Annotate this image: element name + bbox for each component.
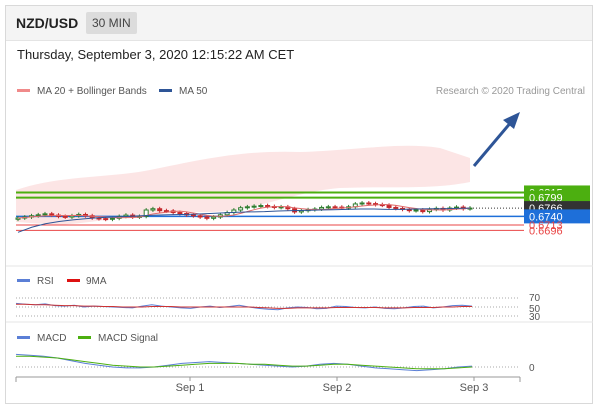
price-candle (386, 204, 392, 208)
price-level-box (524, 190, 590, 205)
legend-swatch (159, 89, 172, 92)
time-axis-label: Sep 2 (323, 382, 352, 394)
macd-legend-label: MACD (37, 333, 66, 344)
price-candle (197, 215, 203, 218)
price-candle (204, 216, 210, 219)
price-level-box (524, 209, 590, 224)
macd-tick-label: 0 (529, 363, 535, 374)
rsi-tick-label: 30 (529, 312, 541, 323)
price-candle (319, 206, 325, 210)
price-candle (251, 205, 257, 208)
price-candle (265, 205, 271, 208)
price-level-label: 0.6696 (529, 225, 563, 237)
price-candle (325, 206, 331, 209)
timeframe-badge[interactable]: 30 MIN (86, 12, 137, 34)
legend-label-0: MA 20 + Bollinger Bands (37, 86, 147, 97)
forecast-arrow (472, 120, 514, 167)
currency-pair-title: NZD/USD (16, 15, 79, 31)
price-level-label: 0.6740 (529, 211, 563, 223)
price-candle (62, 215, 68, 218)
rsi-series-line (16, 303, 472, 309)
price-candle (211, 216, 217, 219)
price-candle (427, 208, 433, 213)
legend-swatch (17, 89, 30, 92)
rsi-legend-swatch (17, 279, 30, 282)
price-candle (258, 205, 264, 208)
price-candle (366, 202, 372, 205)
price-level-label: 0.6713 (529, 220, 563, 232)
time-axis-label: Sep 1 (176, 382, 205, 394)
price-candle (143, 209, 149, 217)
macd-legend-swatch (17, 336, 30, 339)
price-candle (109, 217, 115, 220)
price-candle (42, 213, 48, 216)
macd-signal-legend-label: MACD Signal (98, 333, 158, 344)
price-candle (103, 218, 109, 221)
research-credit: Research © 2020 Trading Central (436, 86, 585, 97)
price-candle (244, 206, 250, 209)
price-candle (150, 208, 156, 211)
ma9-legend-swatch (67, 279, 80, 282)
bollinger-band-area (16, 145, 470, 225)
chart-header: NZD/USD 30 MIN (6, 6, 592, 41)
price-candle (359, 202, 365, 205)
price-candle (413, 209, 419, 212)
price-candle (190, 214, 196, 217)
price-candle (393, 206, 399, 209)
price-candle (420, 209, 426, 213)
forecast-arrow-head (503, 112, 520, 129)
time-axis-label: Sep 3 (460, 382, 489, 394)
rsi-tick-label: 50 (529, 304, 541, 315)
ma50-line (17, 207, 471, 233)
price-candle (49, 213, 55, 216)
chart-datetime: Thursday, September 3, 2020 12:15:22 AM … (17, 47, 295, 62)
macd-signal-legend-swatch (78, 336, 91, 339)
legend-label-1: MA 50 (179, 86, 208, 97)
price-candle (35, 214, 41, 217)
macd-series-line (16, 355, 473, 370)
price-candle (177, 212, 183, 215)
price-candle (163, 210, 169, 213)
rsi-tick-label: 70 (529, 293, 541, 304)
ma9-legend-label: 9MA (86, 276, 107, 287)
price-candle (332, 206, 338, 209)
price-candle (238, 207, 244, 211)
rsi-legend-label: RSI (37, 276, 54, 287)
price-candle (157, 208, 163, 212)
